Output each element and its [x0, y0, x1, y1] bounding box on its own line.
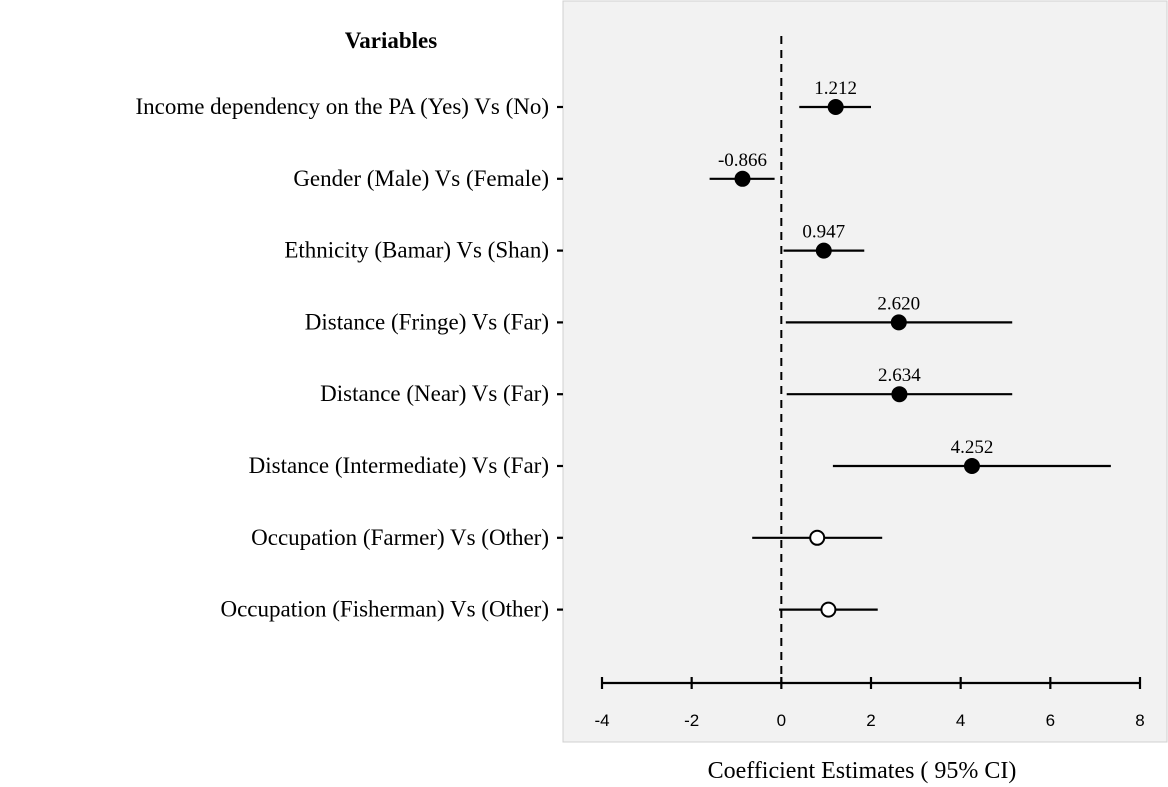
estimate-point: [809, 529, 826, 546]
estimate-point: [890, 314, 907, 331]
column-header: Variables: [345, 28, 437, 53]
category-label: Income dependency on the PA (Yes) Vs (No…: [135, 94, 549, 119]
estimate-point: [827, 99, 844, 115]
estimate-value-label: 2.634: [878, 365, 921, 386]
plot-area: [562, 0, 1168, 743]
category-label: Occupation (Fisherman) Vs (Other): [220, 597, 549, 622]
category-label: Ethnicity (Bamar) Vs (Shan): [284, 238, 549, 263]
category-label: Occupation (Farmer) Vs (Other): [251, 525, 549, 550]
estimate-value-label: 1.212: [814, 78, 857, 99]
category-label: Distance (Intermediate) Vs (Far): [249, 453, 549, 478]
x-tick-label: 8: [1135, 711, 1144, 730]
estimate-value-label: 0.947: [802, 222, 845, 243]
x-tick-label: 0: [777, 711, 786, 730]
estimate-value-label: 2.620: [877, 293, 920, 314]
category-label: Gender (Male) Vs (Female): [293, 166, 549, 191]
estimate-point: [734, 170, 751, 187]
estimate-value-label: -0.866: [718, 150, 767, 171]
x-axis-label: Coefficient Estimates ( 95% CI): [708, 758, 1017, 784]
x-tick-label: -4: [594, 711, 609, 730]
x-tick-label: 2: [866, 711, 875, 730]
x-tick-label: 4: [956, 711, 965, 730]
estimate-point: [963, 458, 980, 474]
estimate-point: [820, 601, 837, 618]
marks-layer: -4 -2 0 2 4 6 8 Income dependency on the PA (Ye…: [135, 36, 1145, 730]
estimate-point: [815, 242, 832, 259]
category-label: Distance (Near) Vs (Far): [320, 381, 549, 406]
estimate-value-label: 4.252: [951, 437, 994, 458]
estimate-point: [891, 386, 908, 403]
category-label: Distance (Fringe) Vs (Far): [305, 309, 549, 334]
x-tick-label: 6: [1046, 711, 1055, 730]
x-tick-label: -2: [684, 711, 699, 730]
